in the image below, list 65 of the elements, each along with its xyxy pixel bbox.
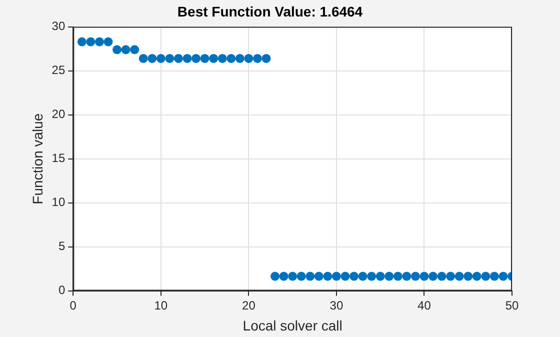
point <box>130 45 140 54</box>
point <box>252 54 262 63</box>
point <box>376 272 385 281</box>
y-axis-title: Function value <box>29 113 46 204</box>
point <box>367 272 376 281</box>
point <box>306 272 315 281</box>
point <box>86 37 96 46</box>
point <box>174 54 183 63</box>
point <box>340 272 350 281</box>
point <box>446 272 456 281</box>
point <box>156 54 166 63</box>
point <box>235 54 244 63</box>
point <box>481 272 490 281</box>
point <box>94 37 104 46</box>
point <box>410 272 420 281</box>
point <box>104 37 113 46</box>
point <box>472 272 482 281</box>
point <box>402 272 412 281</box>
y-tick-label: 20 <box>52 107 66 122</box>
point <box>192 54 201 63</box>
point <box>296 272 306 281</box>
point <box>428 272 438 281</box>
point <box>420 272 429 281</box>
point <box>262 54 271 63</box>
point <box>218 54 227 63</box>
y-tick-label: 30 <box>52 19 66 34</box>
point <box>498 272 508 281</box>
point <box>314 272 324 281</box>
point <box>490 272 499 281</box>
point <box>138 54 148 63</box>
point <box>121 45 130 54</box>
y-tick-label: 10 <box>52 195 66 210</box>
point <box>209 54 218 63</box>
point <box>437 272 446 281</box>
point <box>77 37 86 46</box>
point <box>323 272 332 281</box>
point <box>393 272 402 281</box>
point <box>279 272 288 281</box>
point <box>464 272 473 281</box>
x-tick-label: 40 <box>418 298 432 312</box>
x-tick-label: 30 <box>330 298 344 312</box>
point <box>358 272 368 281</box>
point <box>182 54 192 63</box>
chart-title: Best Function Value: 1.6464 <box>177 3 363 20</box>
point <box>244 54 254 63</box>
point <box>148 54 157 63</box>
x-tick-label: 50 <box>505 298 519 312</box>
y-tick-label: 25 <box>52 63 66 78</box>
point <box>288 272 298 281</box>
y-tick-label: 0 <box>58 283 66 298</box>
point <box>454 272 464 281</box>
point <box>226 54 236 63</box>
x-axis-title: Local solver call <box>242 317 342 334</box>
point <box>200 54 210 63</box>
y-tick-label: 5 <box>58 239 66 254</box>
point <box>350 272 359 281</box>
y-tick-label: 15 <box>52 151 66 166</box>
point <box>270 272 280 281</box>
point <box>332 272 341 281</box>
point <box>384 272 394 281</box>
point <box>165 54 174 63</box>
point <box>112 45 122 54</box>
x-tick-label: 10 <box>154 298 168 312</box>
x-tick-label: 20 <box>242 298 256 312</box>
x-tick-label: 0 <box>70 298 77 312</box>
